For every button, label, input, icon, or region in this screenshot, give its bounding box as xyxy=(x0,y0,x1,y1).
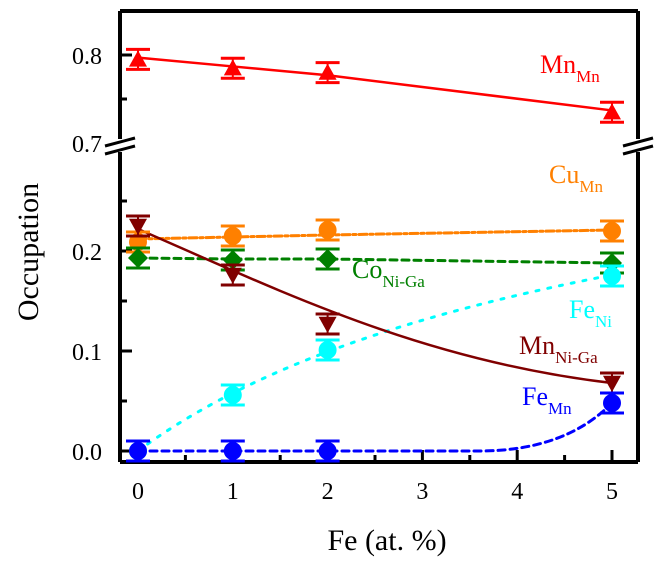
y-tick-label: 0.2 xyxy=(72,240,102,266)
y-tick-label: 0.8 xyxy=(72,44,102,70)
x-tick-label: 0 xyxy=(132,479,144,505)
marker-circle xyxy=(318,341,337,359)
data-point-Fe_Ni xyxy=(315,338,340,362)
y-tick-label: 0.0 xyxy=(72,440,102,466)
break-mark-left xyxy=(104,136,136,148)
fit-line-Fe_Ni xyxy=(136,273,614,453)
data-point-Fe_Ni xyxy=(220,383,245,407)
data-point-Mn_Mn xyxy=(126,47,150,71)
series-label-Co_Ni-Ga: CoNi-Ga xyxy=(352,255,425,291)
data-point-Fe_Mn xyxy=(315,439,340,463)
x-tick-label: 2 xyxy=(322,479,334,505)
marker-triangle-down xyxy=(223,267,242,284)
series-label-Fe_Ni: FeNi xyxy=(569,295,612,331)
series-label-sub: Mn xyxy=(576,67,600,86)
fit-line-Co_Ni-Ga xyxy=(136,256,614,265)
fit-line-Fe_Mn xyxy=(136,401,614,453)
marker-circle xyxy=(603,394,621,412)
marker-diamond xyxy=(317,249,338,269)
marker-circle xyxy=(129,442,147,460)
marker-triangle-down xyxy=(318,316,337,333)
data-point-Co_Ni-Ga xyxy=(315,247,340,271)
data-point-Mn_Ni-Ga xyxy=(315,312,340,336)
data-point-Mn_Ni-Ga xyxy=(126,214,150,238)
marker-diamond xyxy=(602,253,622,273)
data-point-Cu_Mn xyxy=(600,219,624,243)
marker-diamond xyxy=(128,248,148,268)
x-axis-title: Fe (at. %) xyxy=(327,524,446,557)
series-label-main: Cu xyxy=(549,160,579,189)
series-label-main: Mn xyxy=(540,50,576,79)
break-mark-left xyxy=(104,144,136,156)
series-label-Mn_Mn: MnMn xyxy=(540,50,600,86)
data-point-Co_Ni-Ga xyxy=(126,246,150,270)
break-mark-right xyxy=(622,144,654,156)
y-tick-label: 0.1 xyxy=(72,340,102,366)
y-axis-title: Occupation xyxy=(12,183,45,321)
marker-circle xyxy=(223,442,242,460)
data-point-Cu_Mn xyxy=(315,218,340,242)
series-label-sub: Ni-Ga xyxy=(555,348,598,367)
fit-line-Cu_Mn xyxy=(136,228,614,241)
series-label-main: Fe xyxy=(522,382,548,411)
data-point-Mn_Mn xyxy=(315,61,340,85)
data-markers xyxy=(126,47,624,463)
marker-circle xyxy=(603,267,621,285)
marker-circle xyxy=(223,386,242,404)
data-point-Fe_Mn xyxy=(220,439,245,463)
data-point-Fe_Mn xyxy=(126,439,150,463)
x-tick-label: 3 xyxy=(416,479,428,505)
data-point-Mn_Mn xyxy=(220,56,245,80)
data-point-Fe_Ni xyxy=(600,264,624,288)
fit-line-Mn_Ni-Ga xyxy=(136,227,614,385)
marker-circle xyxy=(223,227,242,245)
series-label-main: Mn xyxy=(519,331,555,360)
y-tick-label: 0.7 xyxy=(72,132,102,158)
series-label-sub: Mn xyxy=(548,399,572,418)
data-point-Mn_Mn xyxy=(600,100,624,124)
marker-circle xyxy=(318,221,337,239)
x-tick-label: 4 xyxy=(511,479,523,505)
marker-triangle-down xyxy=(603,375,621,392)
series-label-sub: Ni-Ga xyxy=(382,272,425,291)
marker-triangle-up xyxy=(318,63,337,80)
x-tick-label: 5 xyxy=(606,479,618,505)
series-label-main: Fe xyxy=(569,295,595,324)
marker-triangle-up xyxy=(603,103,621,120)
break-mark-right xyxy=(622,136,654,148)
series-label-Mn_Ni-Ga: MnNi-Ga xyxy=(519,331,598,367)
series-label-sub: Mn xyxy=(579,177,603,196)
x-tick-label: 1 xyxy=(227,479,239,505)
fit-line-Mn_Mn xyxy=(136,56,614,112)
marker-triangle-up xyxy=(129,50,147,67)
series-label-sub: Ni xyxy=(595,312,612,331)
data-point-Mn_Ni-Ga xyxy=(220,263,245,287)
marker-triangle-down xyxy=(129,218,147,235)
series-label-main: Co xyxy=(352,255,382,284)
marker-triangle-up xyxy=(223,59,242,76)
series-label-Fe_Mn: FeMn xyxy=(522,382,572,418)
marker-circle xyxy=(603,222,621,240)
series-label-Cu_Mn: CuMn xyxy=(549,160,603,196)
marker-circle xyxy=(318,442,337,460)
data-point-Cu_Mn xyxy=(220,224,245,248)
data-point-Fe_Mn xyxy=(600,391,624,415)
